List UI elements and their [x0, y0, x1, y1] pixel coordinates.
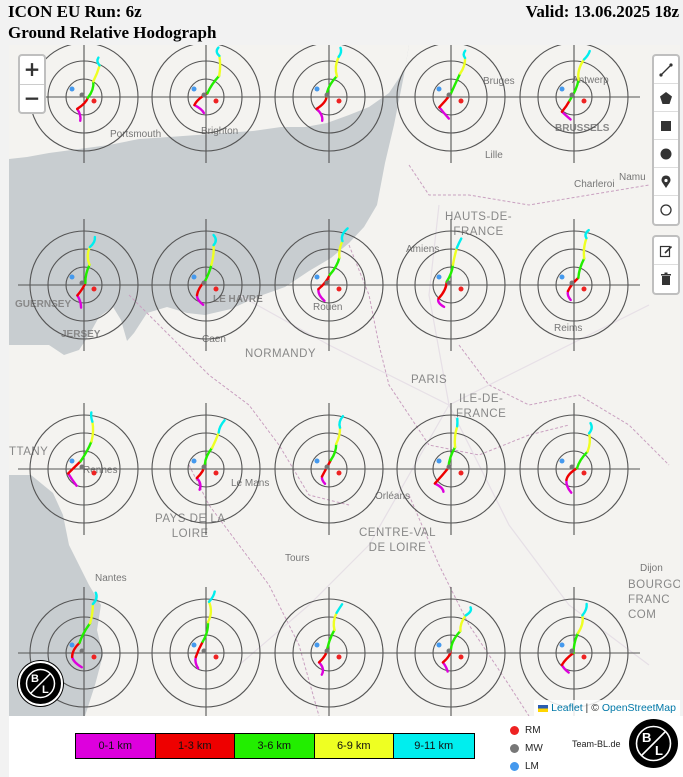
- svg-text:L: L: [655, 743, 663, 758]
- city-le-mans: Le Mans: [231, 478, 270, 489]
- hodograph-0-1: [140, 45, 272, 163]
- hodograph-3-3: [385, 587, 517, 716]
- hodograph-layer: [18, 45, 640, 716]
- brand-text: Team-BL.de: [572, 739, 621, 749]
- region-centre-val-de-loire: CENTRE-VAL DE LOIRE: [359, 527, 436, 554]
- osm-link[interactable]: OpenStreetMap: [601, 702, 676, 714]
- legend-key-lm: LM: [510, 757, 543, 775]
- region-normandy: NORMANDY: [245, 348, 317, 360]
- city-tours: Tours: [285, 553, 310, 564]
- circle-icon[interactable]: [654, 140, 678, 168]
- hodograph-0-2: [263, 45, 395, 163]
- hodograph-2-4: [508, 403, 640, 535]
- map[interactable]: Portsmouth Brighton Bruges Antwerp BRUSS…: [9, 45, 680, 716]
- city-rouen: Rouen: [313, 302, 343, 313]
- circlemarker-icon[interactable]: [654, 196, 678, 224]
- hodograph-1-2: [263, 219, 395, 351]
- flag-icon: [538, 704, 549, 712]
- city-le-havre: LE HAVRE: [213, 294, 263, 305]
- city-caen: Caen: [202, 334, 226, 345]
- city-charleroi: Charleroi: [574, 179, 615, 190]
- team-bl-logo: B L: [18, 661, 63, 706]
- hodograph-2-1: [140, 403, 272, 535]
- city-brighton: Brighton: [201, 126, 239, 137]
- edit-icon[interactable]: [654, 237, 678, 265]
- island-guernsey: GUERNSEY: [15, 299, 72, 310]
- motion-legend: RM MW LM: [510, 721, 543, 775]
- zoom-control: + −: [18, 54, 46, 114]
- run-title: ICON EU Run: 6z: [8, 2, 142, 21]
- city-namur: Namu: [619, 172, 646, 183]
- legend-key-mw: MW: [510, 739, 543, 757]
- polygon-icon[interactable]: [654, 84, 678, 112]
- region-hauts-de-france: HAUTS-DE- FRANCE: [445, 211, 513, 238]
- city-paris: PARIS: [411, 374, 448, 386]
- chart-subtitle: Ground Relative Hodograph: [8, 23, 217, 42]
- city-reims: Reims: [554, 323, 583, 334]
- english-coast: [9, 45, 409, 159]
- hodograph-1-0: [18, 219, 150, 351]
- city-amiens: Amiens: [406, 244, 440, 255]
- biscay: [9, 475, 103, 716]
- legend-label-mw: MW: [525, 742, 543, 754]
- legend-label-lm: LM: [525, 760, 539, 772]
- hodograph-1-1: [140, 219, 272, 351]
- svg-text:L: L: [42, 684, 49, 696]
- legend-dot-rm: [510, 725, 519, 735]
- legend-bar: 0-1 km 1-3 km 3-6 km 6-9 km 9-11 km RM MW LM T…: [9, 716, 683, 777]
- attribution-separator: | ©: [582, 702, 602, 714]
- hodograph-2-2: [263, 403, 395, 535]
- legend-band-4: 9-11 km: [394, 734, 474, 758]
- legend-dot-lm: [510, 761, 519, 771]
- city-lille: Lille: [485, 150, 503, 161]
- hodograph-3-1: [140, 587, 272, 716]
- hodograph-2-0: [18, 403, 150, 535]
- city-orleans: Orléans: [375, 491, 411, 502]
- valid-time: Valid: 13.06.2025 18z: [525, 2, 679, 21]
- city-portsmouth: Portsmouth: [110, 129, 162, 140]
- hodograph-2-3: [385, 403, 517, 535]
- team-bl-logo-legend: B L: [629, 719, 678, 768]
- rectangle-icon[interactable]: [654, 112, 678, 140]
- marker-icon[interactable]: [654, 168, 678, 196]
- zoom-in-button[interactable]: +: [23, 57, 41, 81]
- map-attribution: Leaflet | © OpenStreetMap: [534, 700, 680, 716]
- trash-icon[interactable]: [654, 265, 678, 293]
- region-ile-de-france: ILE-DE- FRANCE: [456, 393, 507, 420]
- legend-key-rm: RM: [510, 721, 543, 739]
- hodograph-1-4: [508, 219, 640, 351]
- hodograph-1-3: [385, 219, 517, 351]
- polyline-icon[interactable]: [654, 56, 678, 84]
- legend-band-1: 1-3 km: [155, 734, 235, 758]
- hodograph-3-4: [508, 587, 640, 716]
- region-brittany: TTANY: [9, 446, 49, 458]
- hodograph-3-2: [263, 587, 395, 716]
- city-antwerp: Antwerp: [572, 75, 609, 86]
- hodograph-3-0: [18, 587, 150, 716]
- legend-band-3: 6-9 km: [314, 734, 394, 758]
- city-rennes: Rennes: [83, 465, 118, 476]
- city-dijon: Dijon: [640, 563, 663, 574]
- city-brussels: BRUSSELS: [555, 123, 610, 134]
- hodograph-0-4: [508, 45, 640, 163]
- height-legend: 0-1 km 1-3 km 3-6 km 6-9 km 9-11 km: [75, 733, 475, 759]
- city-nantes: Nantes: [95, 573, 127, 584]
- hodograph-0-3: [385, 45, 517, 163]
- leaflet-link[interactable]: Leaflet: [551, 702, 583, 714]
- legend-label-rm: RM: [525, 724, 541, 736]
- region-bourgogne: BOURGO FRANC COM: [628, 579, 680, 621]
- island-jersey: JERSEY: [61, 329, 101, 340]
- zoom-out-button[interactable]: −: [20, 84, 44, 112]
- svg-text:B: B: [31, 673, 39, 685]
- edit-toolbar: [652, 235, 680, 295]
- svg-text:B: B: [642, 730, 651, 745]
- legend-band-0: 0-1 km: [76, 734, 156, 758]
- city-bruges: Bruges: [483, 76, 515, 87]
- legend-dot-mw: [510, 743, 519, 753]
- draw-toolbar: [652, 54, 680, 226]
- legend-band-2: 3-6 km: [235, 734, 315, 758]
